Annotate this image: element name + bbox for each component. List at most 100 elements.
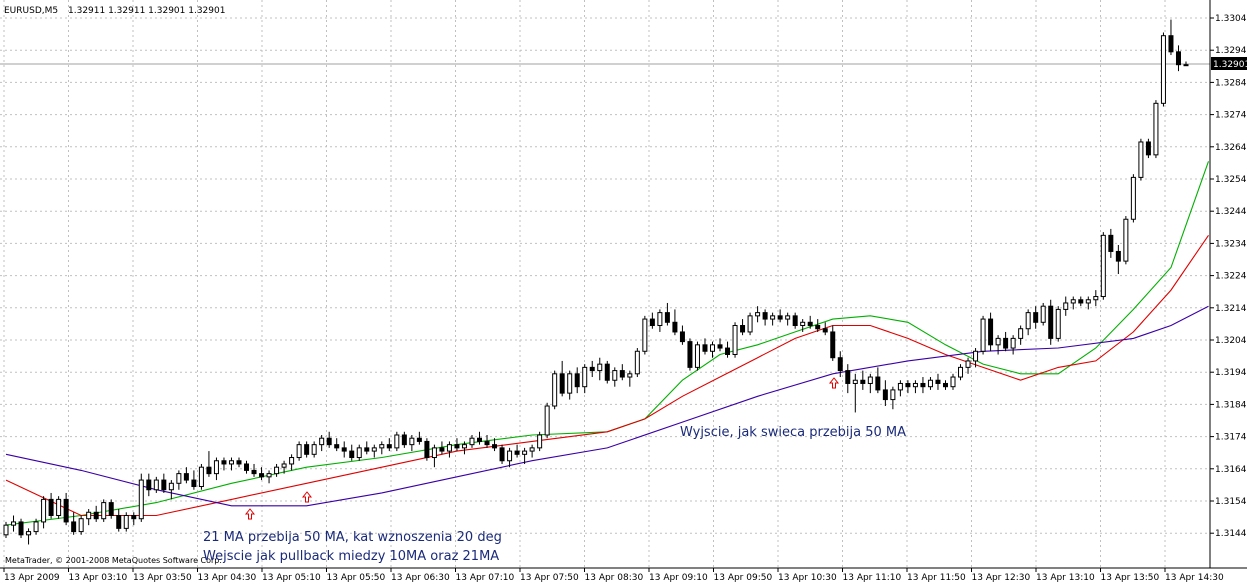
candle [1168,19,1174,56]
annotation-pullback-entry: Wejscie jak pullback miedzy 10MA oraz 21… [203,549,499,564]
candle [371,444,377,458]
candle-body-bear [492,444,498,449]
time-tick-label: 13 Apr 09:10 [649,573,708,583]
candle-body-bear [454,444,460,449]
candle [815,319,821,332]
time-tick-label: 13 Apr 09:50 [714,573,773,583]
candle-body-bull [274,466,280,475]
candle-body-bull [1093,296,1099,301]
candle-body-bull [522,450,528,455]
candle [1138,138,1144,181]
candle [1040,302,1046,326]
candle [191,470,197,490]
candle [1115,245,1121,274]
candle-body-bull [1063,302,1069,310]
candle [86,509,92,526]
candle [1160,32,1166,107]
candle-body-bear [1078,299,1084,304]
candle-body-bull [965,360,971,368]
candle-body-bear [183,473,189,481]
candle [259,467,265,481]
candle-body-bear [1003,337,1009,349]
candle [732,322,738,358]
candle-body-bear [484,440,490,446]
price-tick-label: 1.31445 [1215,529,1247,539]
candle-body-bull [11,521,17,526]
candle [18,518,24,539]
candle-body-bear [687,341,693,368]
candle-body-bull [168,482,174,491]
candle [1093,290,1099,307]
candle-body-bull [1018,328,1024,339]
candle [341,441,347,458]
time-tick-label: 13 Apr 13:50 [1101,573,1160,583]
candle [1078,296,1084,307]
candle-body-bear [762,312,768,320]
candle-body-bear [334,444,340,449]
candle [973,348,979,368]
candle [3,521,9,539]
candle [161,473,167,493]
candle-body-bear [717,344,723,349]
candle [762,309,768,326]
candle-body-bear [837,357,843,372]
candle-body-bull [642,318,648,352]
candle-body-bull [394,434,400,449]
candle-body-bull [266,473,272,478]
candle [319,434,325,452]
candle-body-bear [48,498,54,516]
candle-body-bear [1168,35,1174,53]
candle-body-bull [897,382,903,391]
candle-body-bull [1138,141,1144,178]
candle [1183,61,1189,67]
candle-body-bear [326,437,332,446]
candle [326,431,332,448]
candle [589,360,595,378]
candle [1063,296,1069,316]
candle [837,351,843,378]
candle-body-bull [973,350,979,362]
candle-body-bull [469,437,475,446]
candle [770,312,776,326]
candle [1033,306,1039,329]
candle [11,515,17,532]
candle [905,380,911,394]
candle [852,373,858,413]
candle [454,438,460,452]
candle-body-bull [1040,305,1046,323]
candle [860,370,866,390]
candle [619,364,625,381]
price-tick-label: 1.32345 [1215,239,1247,249]
candle-body-bull [612,370,618,381]
ma-line-10-ma [5,161,1210,526]
time-tick-label: 13 Apr 10:30 [778,573,837,583]
price-tick-label: 1.32245 [1215,272,1247,282]
candle-body-bear [71,521,77,533]
candle [349,444,355,461]
candle [439,441,445,455]
candle [657,309,663,332]
candle-body-bull [228,460,234,465]
candle-body-bull [694,344,700,368]
candle [146,473,152,497]
candle-body-bear [63,498,69,523]
candle-body-bull [78,518,84,533]
candle-body-bull [1010,337,1016,349]
candle-body-bear [364,447,370,452]
candle-body-bear [251,469,257,475]
candle-body-bull [1153,102,1159,156]
candle-body-bear [822,328,828,333]
candle [950,373,956,390]
candle [1048,299,1054,345]
candle [461,441,467,455]
candle-body-bear [221,460,227,465]
candle [785,312,791,326]
candle-body-bull [3,524,9,536]
price-tick-label: 1.32745 [1215,111,1247,121]
price-tick-label: 1.31845 [1215,400,1247,410]
candle-body-bull [1183,64,1189,67]
candle-body-bull [296,444,302,459]
candle-body-bull [1055,308,1061,339]
candle [537,431,543,452]
